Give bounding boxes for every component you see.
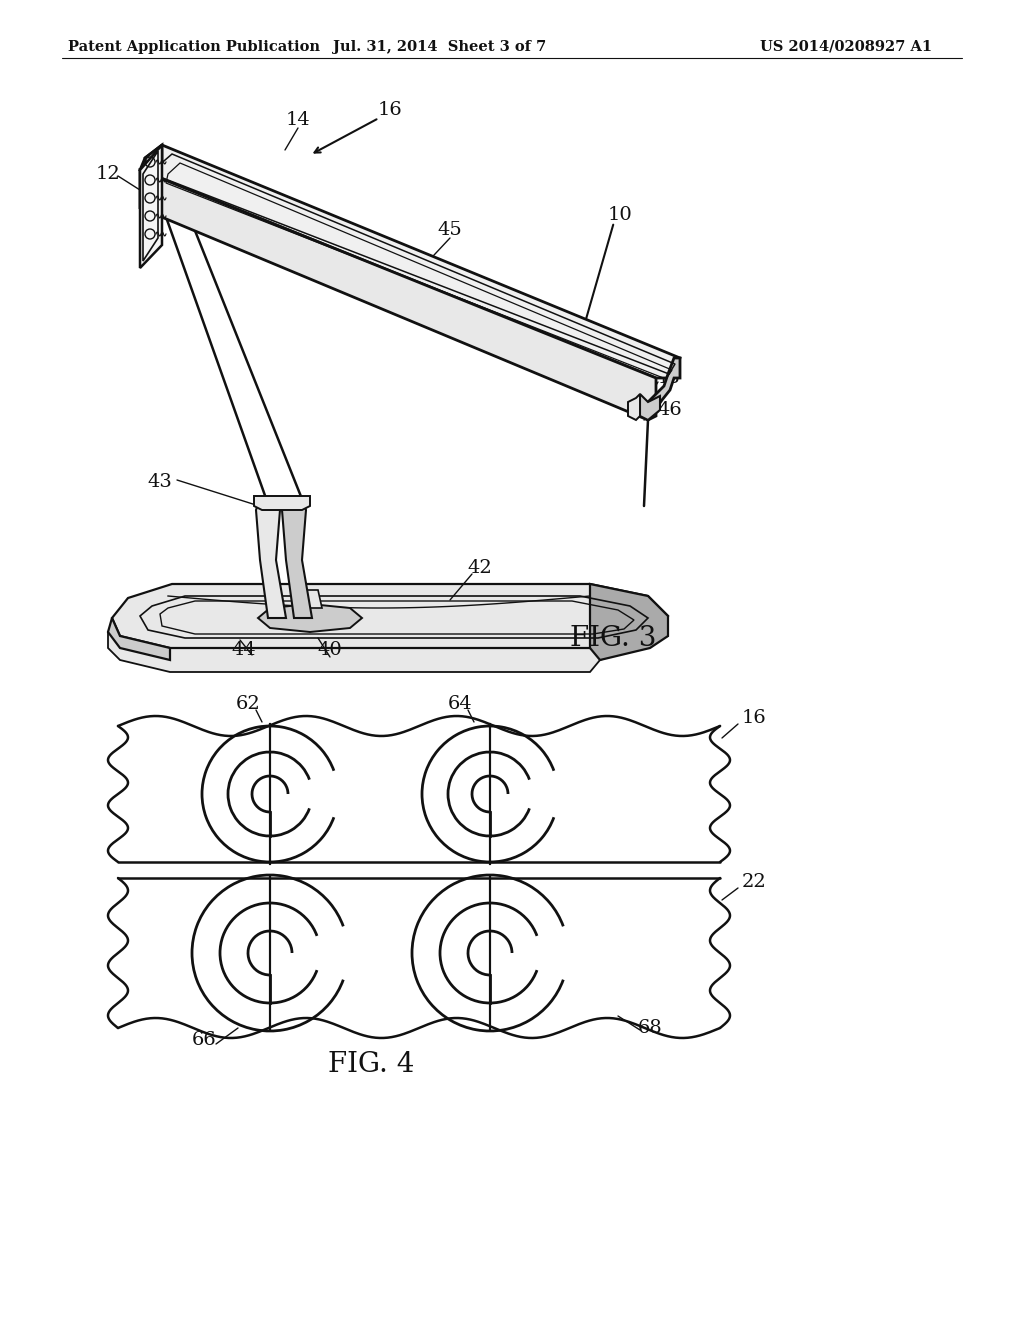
- Text: 68: 68: [638, 1019, 663, 1038]
- Text: 16: 16: [742, 709, 767, 727]
- Text: 14: 14: [286, 111, 310, 129]
- Text: 46: 46: [657, 401, 682, 418]
- Polygon shape: [258, 605, 362, 632]
- Polygon shape: [112, 583, 668, 648]
- Text: FIG. 4: FIG. 4: [328, 1051, 415, 1077]
- Text: 43: 43: [147, 473, 172, 491]
- Text: FIG. 3: FIG. 3: [570, 624, 656, 652]
- Text: 64: 64: [447, 696, 472, 713]
- Text: 48: 48: [655, 370, 680, 387]
- Polygon shape: [108, 616, 668, 672]
- Text: 62: 62: [236, 696, 260, 713]
- Text: 44: 44: [231, 642, 256, 659]
- Text: 42: 42: [468, 558, 493, 577]
- Text: Jul. 31, 2014  Sheet 3 of 7: Jul. 31, 2014 Sheet 3 of 7: [334, 40, 547, 54]
- Polygon shape: [256, 498, 286, 618]
- Polygon shape: [140, 145, 680, 378]
- Text: 45: 45: [437, 220, 463, 239]
- Polygon shape: [640, 393, 660, 420]
- Text: US 2014/0208927 A1: US 2014/0208927 A1: [760, 40, 932, 54]
- Text: 16: 16: [378, 102, 402, 119]
- Text: 12: 12: [95, 165, 121, 183]
- Polygon shape: [254, 496, 310, 510]
- Polygon shape: [140, 145, 162, 268]
- Polygon shape: [648, 358, 680, 420]
- Polygon shape: [628, 393, 640, 420]
- Polygon shape: [298, 590, 322, 609]
- Polygon shape: [590, 583, 668, 660]
- Text: 10: 10: [607, 206, 633, 224]
- Polygon shape: [282, 498, 312, 618]
- Polygon shape: [140, 170, 148, 209]
- Polygon shape: [145, 145, 162, 176]
- Text: 22: 22: [742, 873, 767, 891]
- Text: 40: 40: [317, 642, 342, 659]
- Text: Patent Application Publication: Patent Application Publication: [68, 40, 319, 54]
- Polygon shape: [140, 170, 656, 420]
- Polygon shape: [108, 618, 170, 660]
- Text: 66: 66: [191, 1031, 216, 1049]
